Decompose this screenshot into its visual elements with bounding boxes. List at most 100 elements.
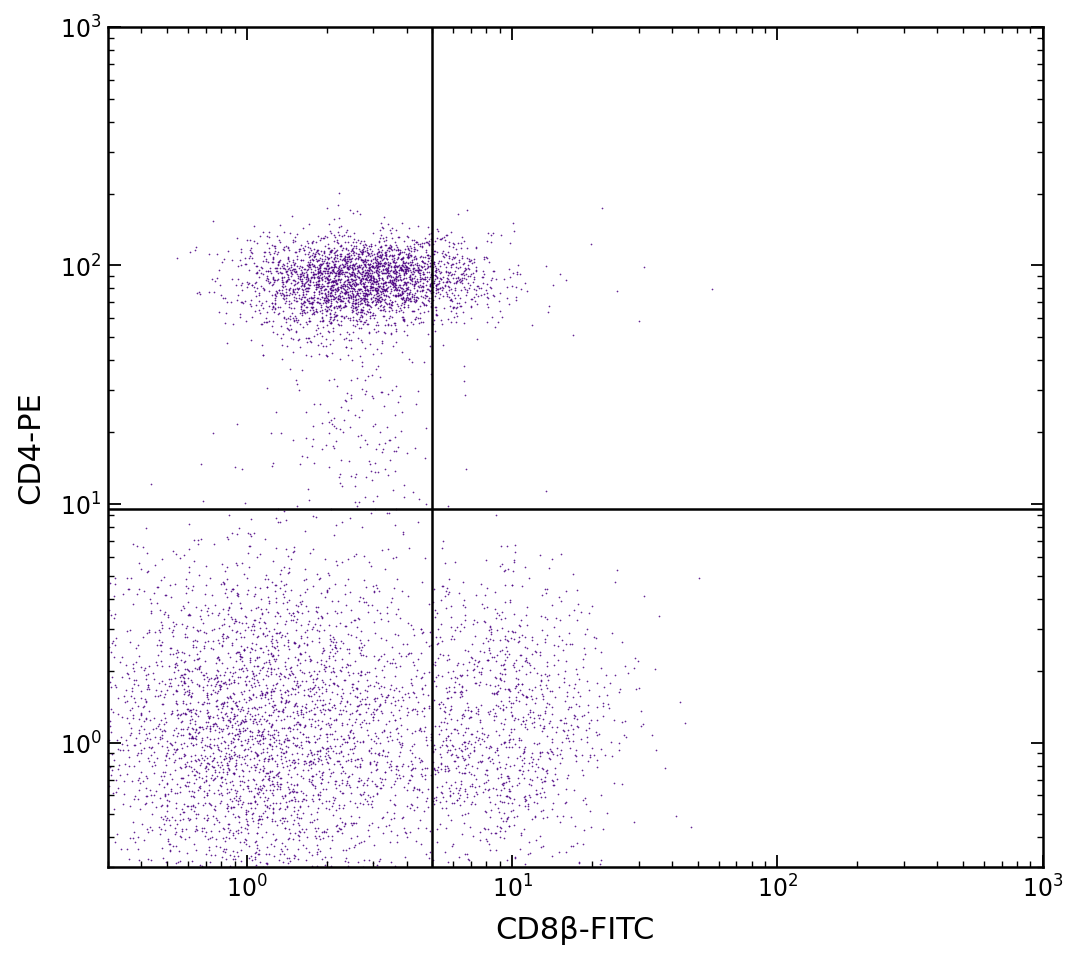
Point <box>150 776 167 792</box>
Point <box>374 705 391 721</box>
Point <box>225 791 242 806</box>
Point <box>501 270 518 285</box>
Point <box>254 730 271 746</box>
Point <box>447 256 464 271</box>
Point <box>278 693 295 708</box>
Point <box>370 746 388 761</box>
Point <box>162 781 179 797</box>
Point <box>160 831 177 847</box>
Point <box>172 828 189 844</box>
Point <box>402 676 419 691</box>
Point <box>270 502 287 517</box>
Point <box>215 699 232 714</box>
Point <box>264 727 281 743</box>
Point <box>345 304 362 319</box>
Point <box>247 715 265 730</box>
Point <box>160 786 177 801</box>
Point <box>357 287 375 303</box>
Point <box>342 809 360 825</box>
Point <box>219 606 237 622</box>
Point <box>293 811 310 826</box>
Point <box>214 628 231 644</box>
Point <box>291 832 308 848</box>
Point <box>342 281 360 296</box>
Point <box>214 770 231 785</box>
Point <box>426 760 443 776</box>
Point <box>133 707 150 723</box>
Point <box>394 264 411 280</box>
Point <box>445 785 462 801</box>
Point <box>361 789 378 804</box>
Point <box>583 820 600 835</box>
Point <box>281 283 298 298</box>
Point <box>326 282 343 297</box>
Point <box>336 300 353 315</box>
Point <box>337 291 354 307</box>
Point <box>204 829 221 845</box>
Point <box>339 248 356 263</box>
Point <box>517 653 535 668</box>
Point <box>237 694 254 709</box>
Point <box>311 770 328 785</box>
Point <box>179 671 197 686</box>
Point <box>339 243 356 259</box>
Point <box>535 719 552 734</box>
Point <box>396 850 414 865</box>
Point <box>297 295 314 310</box>
Point <box>407 294 424 309</box>
Point <box>426 258 443 273</box>
Point <box>422 299 440 314</box>
Point <box>399 830 416 846</box>
Point <box>343 284 361 300</box>
Point <box>273 271 291 286</box>
Point <box>424 793 442 808</box>
Point <box>161 676 178 691</box>
Point <box>323 417 340 432</box>
Point <box>388 767 405 782</box>
Point <box>254 267 271 283</box>
Point <box>364 709 381 725</box>
Point <box>430 697 447 712</box>
Point <box>162 641 179 656</box>
Point <box>265 770 282 785</box>
Point <box>280 766 297 781</box>
Point <box>288 776 306 792</box>
Point <box>255 283 272 299</box>
Point <box>531 718 549 733</box>
Point <box>355 307 373 322</box>
Point <box>369 256 387 271</box>
Point <box>341 204 359 219</box>
Point <box>295 270 312 285</box>
Point <box>216 617 233 632</box>
Point <box>342 341 360 357</box>
Point <box>351 282 368 297</box>
Point <box>300 257 318 272</box>
Point <box>402 294 419 309</box>
Point <box>215 575 232 590</box>
Point <box>293 302 310 317</box>
Point <box>378 282 395 297</box>
Point <box>264 751 281 766</box>
Point <box>343 766 361 781</box>
Point <box>321 678 338 693</box>
Point <box>137 692 154 707</box>
Point <box>333 454 350 469</box>
Point <box>307 685 324 701</box>
Point <box>301 255 319 270</box>
Point <box>364 275 381 290</box>
Point <box>335 801 352 816</box>
Point <box>340 730 357 746</box>
Point <box>312 336 329 352</box>
Point <box>186 836 203 851</box>
Point <box>261 798 279 813</box>
Point <box>266 778 283 794</box>
Point <box>149 751 166 766</box>
Point <box>454 678 471 694</box>
Point <box>256 245 273 260</box>
Point <box>219 713 237 728</box>
Point <box>477 677 495 692</box>
Point <box>356 268 374 283</box>
Point <box>269 708 286 724</box>
Point <box>217 705 234 721</box>
Point <box>286 262 303 278</box>
